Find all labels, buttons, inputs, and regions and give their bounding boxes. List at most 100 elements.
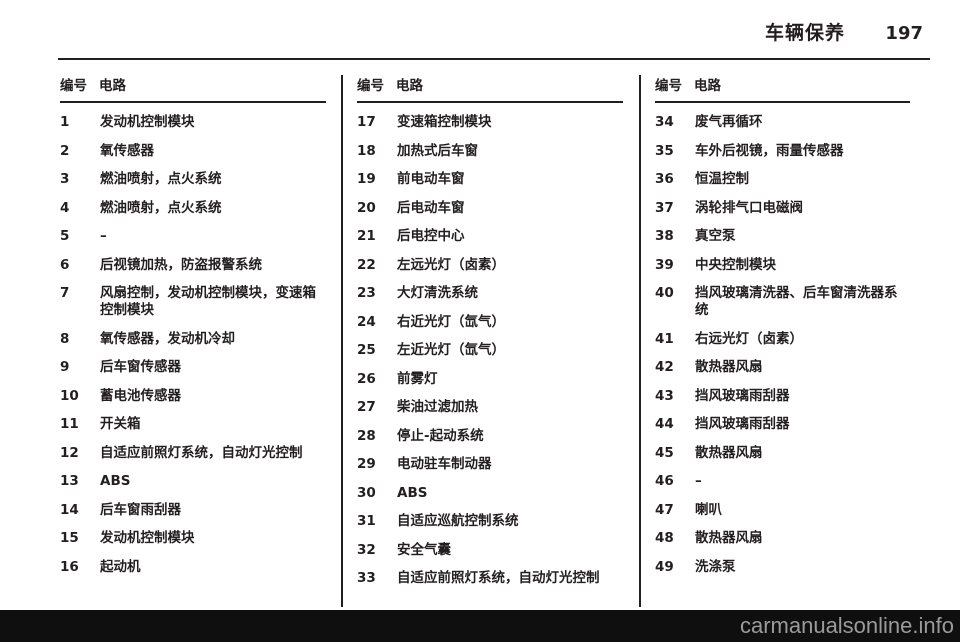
- row-number: 20: [357, 199, 376, 216]
- page-title: 车辆保养: [765, 22, 846, 44]
- row-number: 6: [60, 256, 70, 273]
- column-header-circuit: 电路: [694, 78, 721, 94]
- row-number: 16: [60, 558, 79, 575]
- row-number: 12: [60, 444, 79, 461]
- row-number: 28: [357, 427, 376, 444]
- circuit-label: 前雾灯: [397, 370, 438, 387]
- fuse-rows-3: 34 废气再循环 35 车外后视镜，雨量传感器 36 恒温控制 37 涡轮排气口电磁阀 38 真空…: [655, 103, 910, 576]
- row-number: 49: [655, 558, 674, 575]
- circuit-label: 中央控制模块: [695, 256, 776, 273]
- fuse-column-3: 编号 电路 34 废气再循环 35 车外后视镜，雨量传感器 36 恒温控制 37 涡轮排气口电…: [655, 78, 910, 587]
- table-row: 22 左远光灯（卤素）: [357, 257, 623, 274]
- circuit-label: 后电动车窗: [397, 199, 465, 216]
- table-row: 47 喇叭: [655, 502, 910, 519]
- row-number: 8: [60, 330, 70, 347]
- row-number: 10: [60, 387, 79, 404]
- column-header-circuit: 电路: [396, 78, 423, 94]
- row-number: 46: [655, 473, 674, 489]
- table-row: 42 散热器风扇: [655, 359, 910, 376]
- row-number: 19: [357, 171, 376, 187]
- table-row: 13 ABS: [60, 473, 326, 490]
- row-number: 2: [60, 142, 70, 159]
- table-row: 33 自适应前照灯系统，自动灯光控制: [357, 570, 623, 587]
- row-number: 4: [60, 199, 70, 216]
- circuit-label: 风扇控制，发动机控制模块，变速箱控制模块: [100, 285, 316, 318]
- circuit-label: 车外后视镜，雨量传感器: [695, 142, 844, 159]
- table-row: 7 风扇控制，发动机控制模块，变速箱控制模块: [60, 285, 326, 319]
- column-divider-1: [341, 75, 343, 607]
- circuit-label: 喇叭: [695, 501, 722, 518]
- circuit-label: 停止-起动系统: [397, 427, 484, 444]
- table-row: 14 后车窗雨刮器: [60, 502, 326, 519]
- table-row: 39 中央控制模块: [655, 257, 910, 274]
- row-number: 47: [655, 501, 674, 518]
- circuit-label: 后视镜加热，防盗报警系统: [100, 256, 262, 273]
- watermark-text: carmanualsonline.info: [739, 613, 954, 638]
- circuit-label: ABS: [397, 484, 428, 501]
- table-row: 36 恒温控制: [655, 171, 910, 188]
- row-number: 9: [60, 359, 70, 375]
- circuit-label: 自适应巡航控制系统: [397, 513, 519, 529]
- table-row: 37 涡轮排气口电磁阀: [655, 200, 910, 217]
- row-number: 1: [60, 114, 70, 130]
- circuit-label: 右近光灯（氙气）: [397, 313, 505, 330]
- row-number: 45: [655, 444, 674, 461]
- table-row: 43 挡风玻璃雨刮器: [655, 388, 910, 405]
- table-row: 27 柴油过滤加热: [357, 399, 623, 416]
- row-number: 11: [60, 416, 79, 432]
- table-row: 5–: [60, 228, 326, 245]
- row-number: 26: [357, 370, 376, 387]
- circuit-label: 洗涤泵: [695, 558, 736, 575]
- table-row: 4 燃油喷射，点火系统: [60, 200, 326, 217]
- table-row: 3 燃油喷射，点火系统: [60, 171, 326, 188]
- circuit-label: 发动机控制模块: [100, 114, 195, 130]
- circuit-label: 安全气囊: [397, 541, 451, 558]
- circuit-label: 后电控中心: [397, 228, 465, 244]
- table-row: 12 自适应前照灯系统，自动灯光控制: [60, 445, 326, 462]
- row-number: 33: [357, 570, 376, 586]
- table-row: 20 后电动车窗: [357, 200, 623, 217]
- circuit-label: 起动机: [100, 558, 141, 575]
- circuit-label: 后车窗雨刮器: [100, 501, 181, 518]
- circuit-label: 氧传感器: [100, 142, 154, 159]
- table-row: 32 安全气囊: [357, 542, 623, 559]
- row-number: 3: [60, 171, 70, 187]
- row-number: 38: [655, 228, 674, 244]
- circuit-label: 挡风玻璃清洗器、后车窗清洗器系统: [695, 285, 898, 318]
- circuit-label: 涡轮排气口电磁阀: [695, 199, 803, 216]
- column-header-number: 编号: [357, 78, 384, 94]
- circuit-label: 变速箱控制模块: [397, 114, 492, 130]
- row-number: 22: [357, 256, 376, 273]
- circuit-label: 右远光灯（卤素）: [695, 330, 803, 347]
- circuit-label: 燃油喷射，点火系统: [100, 199, 222, 216]
- row-number: 48: [655, 530, 674, 546]
- row-number: 35: [655, 142, 674, 159]
- circuit-label: 左远光灯（卤素）: [397, 256, 505, 273]
- circuit-label: 后车窗传感器: [100, 359, 181, 375]
- circuit-label: –: [100, 228, 107, 244]
- circuit-label: 左近光灯（氙气）: [397, 342, 505, 358]
- circuit-label: 自适应前照灯系统，自动灯光控制: [100, 444, 303, 461]
- table-row: 19 前电动车窗: [357, 171, 623, 188]
- row-number: 25: [357, 342, 376, 358]
- column-header: 编号 电路: [655, 78, 910, 103]
- row-number: 40: [655, 285, 674, 301]
- table-row: 15 发动机控制模块: [60, 530, 326, 547]
- row-number: 7: [60, 285, 70, 301]
- circuit-label: 燃油喷射，点火系统: [100, 171, 222, 187]
- table-row: 25 左近光灯（氙气）: [357, 342, 623, 359]
- fuse-rows-2: 17 变速箱控制模块 18 加热式后车窗 19 前电动车窗 20 后电动车窗 21 后电控中心 22…: [357, 103, 623, 587]
- circuit-label: 挡风玻璃雨刮器: [695, 387, 790, 404]
- page-header: 车辆保养 197: [765, 18, 923, 45]
- row-number: 39: [655, 256, 674, 273]
- table-row: 41 右远光灯（卤素）: [655, 331, 910, 348]
- column-header-number: 编号: [60, 78, 87, 94]
- column-header-circuit: 电路: [99, 78, 126, 94]
- column-header-number: 编号: [655, 78, 682, 94]
- circuit-label: 加热式后车窗: [397, 142, 478, 159]
- row-number: 36: [655, 171, 674, 187]
- row-number: 42: [655, 359, 674, 375]
- row-number: 37: [655, 199, 674, 216]
- row-number: 17: [357, 114, 376, 130]
- table-row: 18 加热式后车窗: [357, 143, 623, 160]
